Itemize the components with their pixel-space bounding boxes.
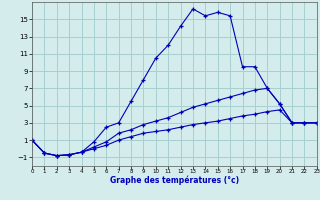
X-axis label: Graphe des températures (°c): Graphe des températures (°c): [110, 176, 239, 185]
